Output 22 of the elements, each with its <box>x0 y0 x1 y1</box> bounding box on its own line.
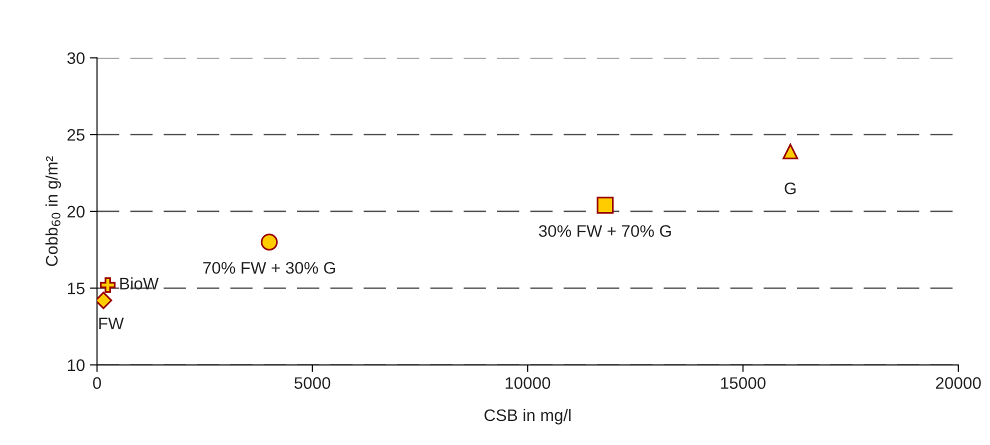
annotation: 70% FW + 30% G <box>203 262 335 274</box>
y-tick-label: 15 <box>68 282 85 294</box>
point <box>782 144 798 160</box>
x-tick-label: 20000 <box>936 377 981 389</box>
point <box>100 277 116 293</box>
y-tick-label: 10 <box>68 359 85 372</box>
x-axis-title: CSB in mg/l <box>484 408 571 424</box>
annotation: G <box>784 182 796 194</box>
y-tick-label: 30 <box>67 52 85 64</box>
y-axis-title: Cobb$_{60}$ in g/m² <box>45 156 61 266</box>
point <box>596 196 614 214</box>
y-tick-label: 25 <box>68 129 85 141</box>
point <box>260 234 278 251</box>
x-tick-label: 10000 <box>506 377 550 389</box>
annotation: 30% FW + 70% G <box>538 225 671 237</box>
point <box>97 292 112 310</box>
x-tick-label: 5000 <box>294 377 330 389</box>
annotation: FW <box>99 318 124 330</box>
annotation: BioW <box>120 277 159 290</box>
x-tick-label: 15000 <box>721 377 766 389</box>
x-tick-label: 0 <box>93 377 102 389</box>
y-tick-label: 20 <box>68 206 85 218</box>
